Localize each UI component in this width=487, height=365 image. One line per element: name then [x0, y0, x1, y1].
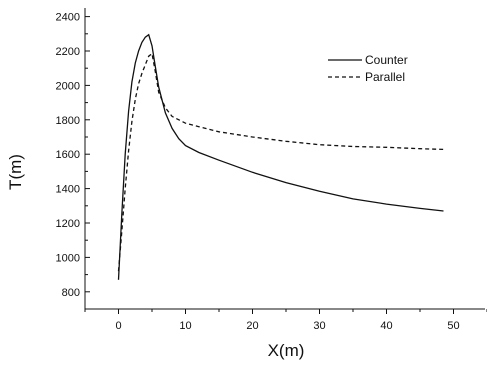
- series-line-parallel: [117, 52, 444, 272]
- x-tick-label: 10: [179, 320, 191, 332]
- legend: Counter Parallel: [328, 53, 408, 84]
- y-tick-label: 1400: [56, 184, 80, 196]
- x-tick-label: 20: [246, 320, 258, 332]
- y-tick-label: 1200: [56, 218, 80, 230]
- x-tick-label: 30: [313, 320, 325, 332]
- y-tick-label: 800: [62, 287, 80, 299]
- y-tick-label: 1000: [56, 252, 80, 264]
- x-tick-label: 40: [380, 320, 392, 332]
- legend-label-parallel: Parallel: [365, 70, 405, 84]
- y-tick-label: 1600: [56, 149, 80, 161]
- axes: 800 1000 1200 1400 1600 1800 2000 2200 2400 0 10 20…: [56, 8, 487, 332]
- y-tick-label: 2400: [56, 12, 80, 24]
- x-tick-label: 50: [447, 320, 459, 332]
- series-layer: [117, 33, 444, 280]
- x-tick-label: 0: [115, 320, 121, 332]
- y-tick-label: 1800: [56, 115, 80, 127]
- y-axis-title: T(m): [6, 154, 25, 190]
- y-tick-label: 2000: [56, 80, 80, 92]
- x-axis-title: X(m): [268, 341, 305, 360]
- legend-label-counter: Counter: [365, 53, 408, 67]
- y-tick-label: 2200: [56, 46, 80, 58]
